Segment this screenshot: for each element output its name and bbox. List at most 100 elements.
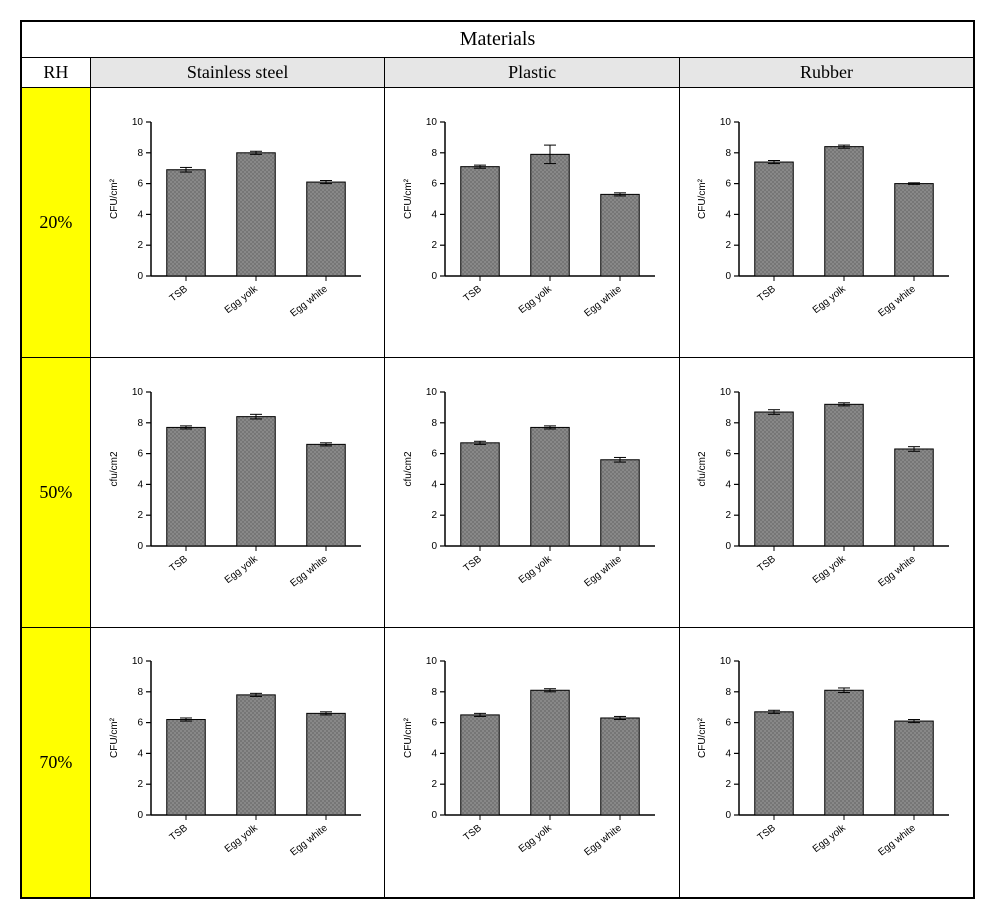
- svg-text:Egg white: Egg white: [288, 283, 330, 319]
- svg-text:10: 10: [720, 387, 732, 398]
- svg-text:2: 2: [726, 779, 732, 790]
- svg-text:4: 4: [726, 479, 732, 490]
- svg-text:10: 10: [720, 656, 732, 667]
- svg-text:8: 8: [726, 147, 732, 158]
- svg-text:4: 4: [432, 209, 438, 220]
- chart-cell: 0 2 4 6 8 10 cfu/cm2 TSB Egg yolk Egg white: [90, 358, 385, 628]
- svg-text:Egg white: Egg white: [288, 553, 330, 589]
- mat-header-0: Stainless steel: [90, 58, 385, 88]
- svg-text:Egg yolk: Egg yolk: [222, 553, 260, 586]
- bar-chart: 0246810CFU/cm²TSBEgg yolkEgg white: [385, 628, 679, 897]
- rh-cell: 20%: [21, 88, 90, 358]
- svg-text:4: 4: [137, 209, 143, 220]
- table-title: Materials: [21, 21, 974, 58]
- svg-text:Egg white: Egg white: [583, 553, 625, 589]
- svg-text:4: 4: [432, 479, 438, 490]
- svg-text:Egg yolk: Egg yolk: [811, 553, 849, 586]
- chart-cell: 0246810CFU/cm²TSBEgg yolkEgg white: [385, 628, 680, 898]
- bar-chart: 0246810CFU/cm²TSBEgg yolkEgg white: [680, 628, 973, 897]
- svg-text:cfu/cm2: cfu/cm2: [403, 451, 414, 486]
- svg-text:TSB: TSB: [167, 823, 189, 844]
- svg-text:4: 4: [137, 749, 143, 760]
- svg-text:6: 6: [432, 448, 438, 459]
- svg-text:8: 8: [432, 687, 438, 698]
- chart-cell: 0246810cfu/cm2TSBEgg yolkEgg white: [385, 358, 680, 628]
- bar-chart: 0246810cfu/cm2TSBEgg yolkEgg white: [680, 358, 973, 627]
- svg-text:Egg yolk: Egg yolk: [811, 822, 849, 855]
- svg-text:0: 0: [726, 271, 732, 282]
- svg-text:6: 6: [137, 718, 143, 729]
- materials-grid: Materials RH Stainless steel Plastic Rub…: [20, 20, 975, 899]
- svg-text:2: 2: [726, 510, 732, 521]
- svg-text:Egg yolk: Egg yolk: [222, 822, 260, 855]
- svg-text:CFU/cm²: CFU/cm²: [109, 178, 120, 219]
- svg-text:Egg white: Egg white: [877, 283, 919, 319]
- svg-text:TSB: TSB: [756, 553, 778, 574]
- data-row: 20% 0 2 4 6 8 10 CFU/cm² TSB Egg yolk Egg white 0…: [21, 88, 974, 358]
- svg-text:10: 10: [131, 387, 143, 398]
- mat-header-1: Plastic: [385, 58, 680, 88]
- chart-cell: 0246810CFU/cm²TSBEgg yolkEgg white: [679, 88, 974, 358]
- chart-cell: 0246810CFU/cm²TSBEgg yolkEgg white: [90, 628, 385, 898]
- svg-text:2: 2: [432, 240, 438, 251]
- svg-text:0: 0: [137, 541, 143, 552]
- svg-text:6: 6: [726, 178, 732, 189]
- title-row: Materials: [21, 21, 974, 58]
- svg-text:4: 4: [137, 479, 143, 490]
- chart-cell: 0246810cfu/cm2TSBEgg yolkEgg white: [679, 358, 974, 628]
- svg-text:Egg white: Egg white: [877, 553, 919, 589]
- svg-text:0: 0: [432, 810, 438, 821]
- svg-text:Egg yolk: Egg yolk: [517, 822, 555, 855]
- svg-text:Egg yolk: Egg yolk: [517, 553, 555, 586]
- svg-text:10: 10: [426, 117, 438, 128]
- svg-text:cfu/cm2: cfu/cm2: [109, 451, 120, 486]
- header-row: RH Stainless steel Plastic Rubber: [21, 58, 974, 88]
- svg-text:Egg white: Egg white: [583, 283, 625, 319]
- svg-text:2: 2: [137, 779, 143, 790]
- svg-text:0: 0: [432, 271, 438, 282]
- svg-text:8: 8: [726, 687, 732, 698]
- svg-text:0: 0: [726, 810, 732, 821]
- bar-chart: 0246810CFU/cm²TSBEgg yolkEgg white: [680, 88, 973, 357]
- svg-text:4: 4: [726, 749, 732, 760]
- mat-header-2: Rubber: [679, 58, 974, 88]
- svg-text:2: 2: [432, 510, 438, 521]
- svg-text:10: 10: [720, 117, 732, 128]
- svg-text:0: 0: [432, 541, 438, 552]
- rh-cell: 70%: [21, 628, 90, 898]
- svg-text:8: 8: [432, 417, 438, 428]
- svg-text:10: 10: [131, 656, 143, 667]
- svg-text:10: 10: [426, 387, 438, 398]
- svg-text:TSB: TSB: [167, 553, 189, 574]
- svg-text:4: 4: [726, 209, 732, 220]
- data-row: 70% 0 2 4 6 8 10 CFU/cm² TSB Egg yolk Egg white 0…: [21, 628, 974, 898]
- svg-text:8: 8: [137, 147, 143, 158]
- svg-text:TSB: TSB: [462, 283, 484, 304]
- svg-text:8: 8: [726, 417, 732, 428]
- svg-text:6: 6: [137, 178, 143, 189]
- svg-text:Egg yolk: Egg yolk: [517, 283, 555, 316]
- svg-text:6: 6: [432, 178, 438, 189]
- svg-text:6: 6: [432, 718, 438, 729]
- svg-text:8: 8: [432, 147, 438, 158]
- rh-header: RH: [21, 58, 90, 88]
- svg-text:8: 8: [137, 417, 143, 428]
- svg-text:0: 0: [137, 810, 143, 821]
- svg-text:2: 2: [137, 510, 143, 521]
- svg-text:4: 4: [432, 749, 438, 760]
- rh-cell: 50%: [21, 358, 90, 628]
- chart-cell: 0246810CFU/cm²TSBEgg yolkEgg white: [679, 628, 974, 898]
- svg-text:Egg white: Egg white: [583, 823, 625, 859]
- svg-text:6: 6: [137, 448, 143, 459]
- svg-text:CFU/cm²: CFU/cm²: [697, 718, 708, 759]
- svg-text:TSB: TSB: [462, 823, 484, 844]
- svg-text:CFU/cm²: CFU/cm²: [403, 718, 414, 759]
- svg-text:2: 2: [726, 240, 732, 251]
- svg-text:Egg yolk: Egg yolk: [222, 283, 260, 316]
- bar-chart: 0246810cfu/cm2TSBEgg yolkEgg white: [385, 358, 679, 627]
- svg-text:TSB: TSB: [756, 283, 778, 304]
- svg-text:TSB: TSB: [167, 283, 189, 304]
- svg-text:Egg white: Egg white: [877, 823, 919, 859]
- svg-text:Egg yolk: Egg yolk: [811, 283, 849, 316]
- svg-text:TSB: TSB: [756, 823, 778, 844]
